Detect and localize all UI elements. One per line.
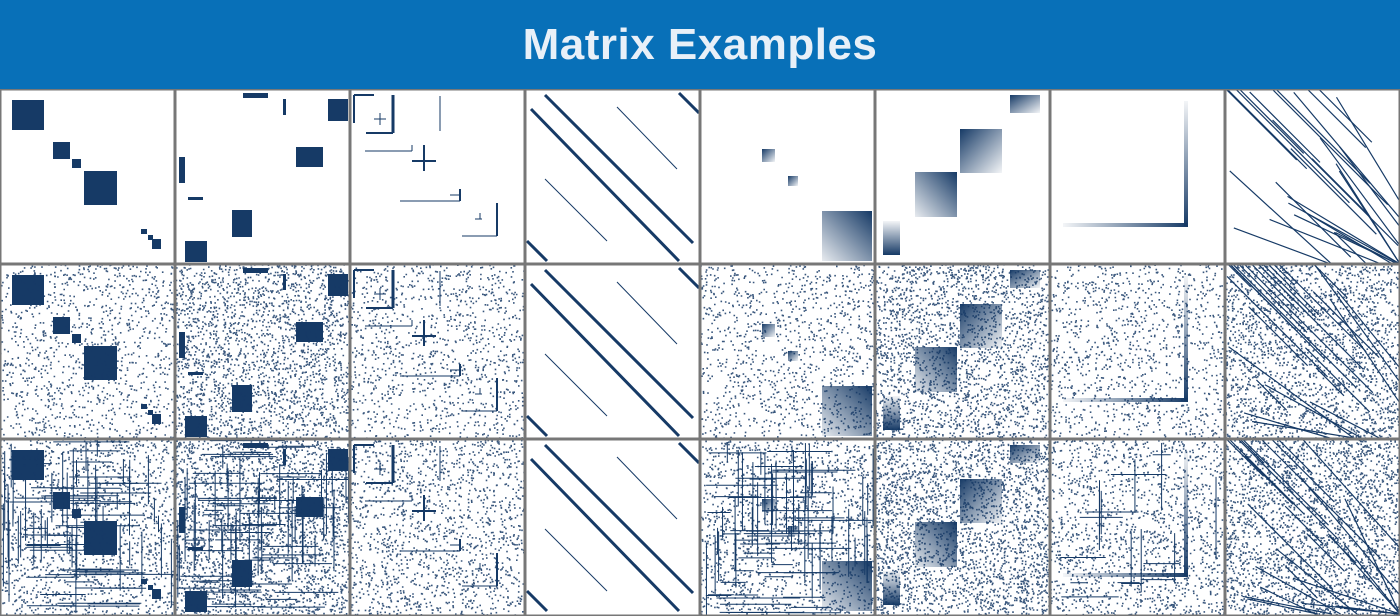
matrix-cell-r3-c7 (1050, 439, 1225, 616)
matrix-cell-r2-c3 (350, 264, 525, 439)
matrix-cell-r1-c6 (875, 89, 1050, 264)
matrix-grid-canvas (0, 89, 1400, 616)
header-banner: Matrix Examples (0, 0, 1400, 89)
matrix-cell-r1-c2 (175, 89, 350, 264)
matrix-cell-r3-c2 (175, 439, 350, 616)
matrix-cell-r2-c6 (875, 264, 1050, 439)
page-title: Matrix Examples (522, 19, 878, 69)
matrix-cell-r2-c4 (525, 264, 700, 439)
matrix-cell-r3-c6 (875, 439, 1050, 616)
matrix-cell-r3-c1 (0, 439, 175, 616)
matrix-cell-r2-c1 (0, 264, 175, 439)
matrix-grid (0, 89, 1400, 616)
matrix-cell-r1-c3 (350, 89, 525, 264)
matrix-cell-r1-c1 (0, 89, 175, 264)
matrix-cell-r3-c3 (350, 439, 525, 616)
matrix-cell-r3-c8 (1225, 439, 1400, 616)
matrix-cell-r2-c7 (1050, 264, 1225, 439)
matrix-cell-r1-c7 (1050, 89, 1225, 264)
matrix-cell-r2-c8 (1225, 264, 1400, 439)
grid-borders (0, 89, 1400, 616)
matrix-cell-r1-c5 (700, 89, 875, 264)
matrix-cell-r1-c8 (1225, 89, 1400, 264)
matrix-cell-r3-c5 (700, 439, 875, 616)
matrix-cell-r3-c4 (525, 439, 700, 616)
matrix-cell-r1-c4 (525, 89, 700, 264)
matrix-cell-r2-c5 (700, 264, 875, 439)
matrix-cell-r2-c2 (175, 264, 350, 439)
